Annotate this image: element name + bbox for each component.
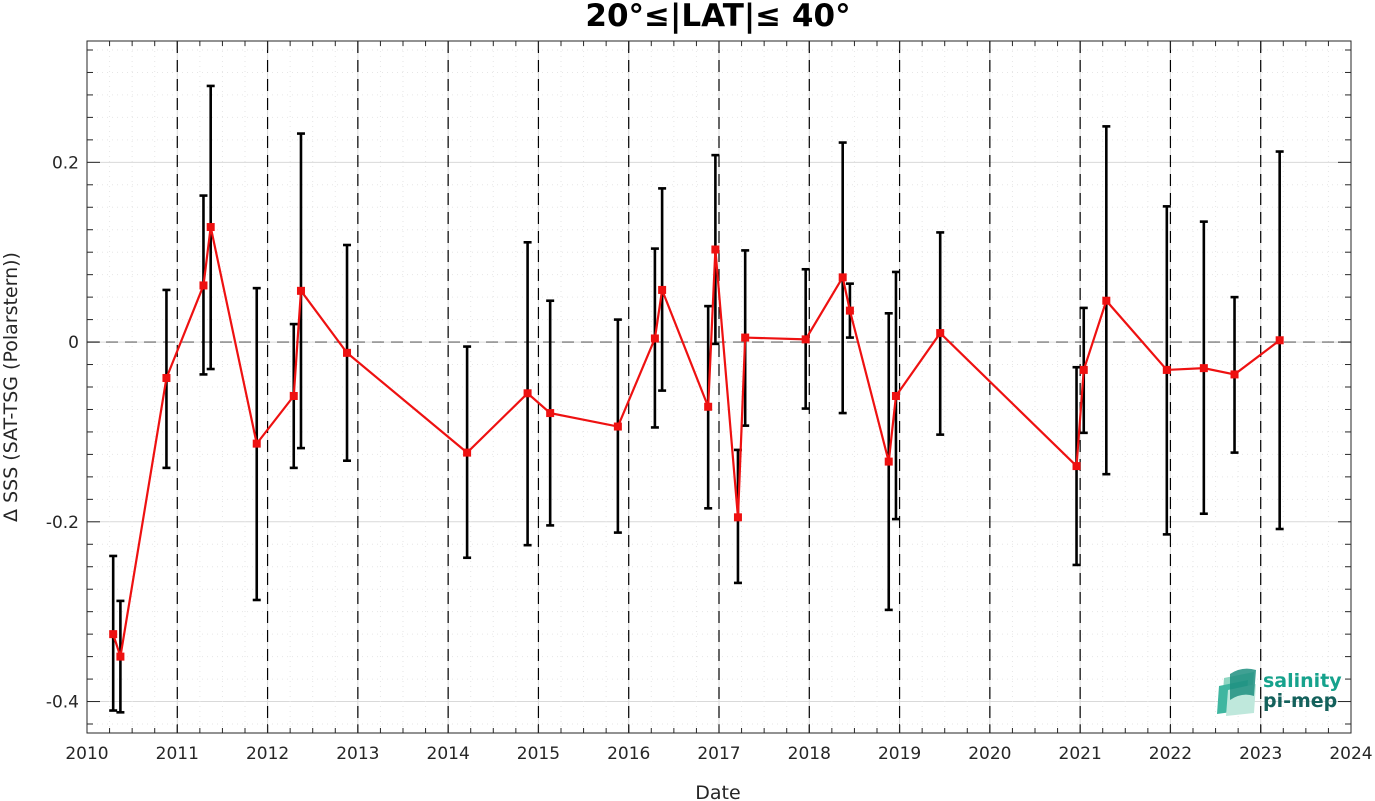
data-point-marker — [838, 273, 847, 282]
data-point-marker — [1275, 336, 1284, 345]
y-tick-label: -0.2 — [46, 513, 79, 533]
data-point-marker — [116, 652, 125, 661]
logo-wave-icon — [1217, 668, 1256, 716]
data-point-marker — [1230, 370, 1239, 379]
logo-text-salinity: salinity — [1263, 670, 1342, 692]
series-line — [112, 226, 1281, 657]
data-point-marker — [845, 306, 854, 315]
error-bars — [109, 84, 1284, 714]
x-tick-label: 2023 — [1239, 744, 1282, 764]
data-point-marker — [463, 448, 472, 457]
x-tick-label: 2012 — [246, 744, 289, 764]
data-point-marker — [704, 402, 713, 411]
x-axis-label: Date — [695, 782, 740, 801]
x-tick-label: 2020 — [968, 744, 1011, 764]
y-tick-label: 0 — [68, 333, 79, 353]
data-point-marker — [733, 513, 742, 522]
data-markers — [109, 223, 1284, 661]
data-point-marker — [711, 245, 720, 254]
x-tick-label: 2021 — [1059, 744, 1102, 764]
data-point-marker — [891, 391, 900, 400]
x-tick-label: 2017 — [697, 744, 740, 764]
data-point-marker — [936, 329, 945, 338]
x-tick-label: 2013 — [336, 744, 379, 764]
data-point-marker — [801, 335, 810, 344]
data-point-marker — [252, 439, 261, 448]
y-tick-labels: -0.4 -0.2 0 0.2 — [46, 153, 79, 712]
data-point-marker — [289, 391, 298, 400]
x-tick-label: 2022 — [1149, 744, 1192, 764]
data-point-marker — [884, 457, 893, 466]
data-point-marker — [523, 389, 532, 398]
data-point-marker — [109, 630, 118, 639]
data-point-marker — [546, 409, 555, 418]
y-axis-label: Δ SSS (SAT-TSG (Polarstern)) — [0, 252, 22, 522]
data-point-marker — [1072, 462, 1081, 471]
data-point-marker — [650, 334, 659, 343]
x-tick-label: 2010 — [65, 744, 108, 764]
chart-title: 20°≤|LAT|≤ 40° — [585, 0, 850, 34]
data-point-marker — [162, 374, 171, 383]
data-point-marker — [199, 281, 208, 290]
data-point-marker — [1079, 365, 1088, 374]
x-tick-label: 2016 — [607, 744, 650, 764]
y-tick-label: -0.4 — [46, 693, 79, 713]
x-tick-label: 2014 — [427, 744, 470, 764]
data-point-marker — [613, 422, 622, 431]
x-tick-label: 2019 — [878, 744, 921, 764]
x-tick-label: 2024 — [1329, 744, 1372, 764]
data-point-marker — [1199, 364, 1208, 373]
data-point-marker — [343, 348, 352, 357]
logo-text-pi-mep: pi-mep — [1263, 690, 1337, 712]
x-tick-label: 2011 — [156, 744, 199, 764]
x-tick-label: 2015 — [517, 744, 560, 764]
data-point-marker — [296, 286, 305, 295]
x-tick-label: 2018 — [788, 744, 831, 764]
x-tick-labels: 2010 2011 2012 2013 2014 2015 2016 2017 2018 2019… — [65, 744, 1372, 764]
data-point-marker — [741, 333, 750, 342]
axis-ticks — [86, 41, 1352, 733]
salinity-pi-mep-logo: salinity pi-mep — [1217, 668, 1342, 716]
data-point-marker — [658, 285, 667, 294]
year-dividers — [176, 41, 1262, 733]
data-point-marker — [1162, 365, 1171, 374]
y-tick-label: 0.2 — [52, 153, 79, 173]
data-point-marker — [1102, 296, 1111, 305]
data-point-marker — [206, 223, 215, 232]
